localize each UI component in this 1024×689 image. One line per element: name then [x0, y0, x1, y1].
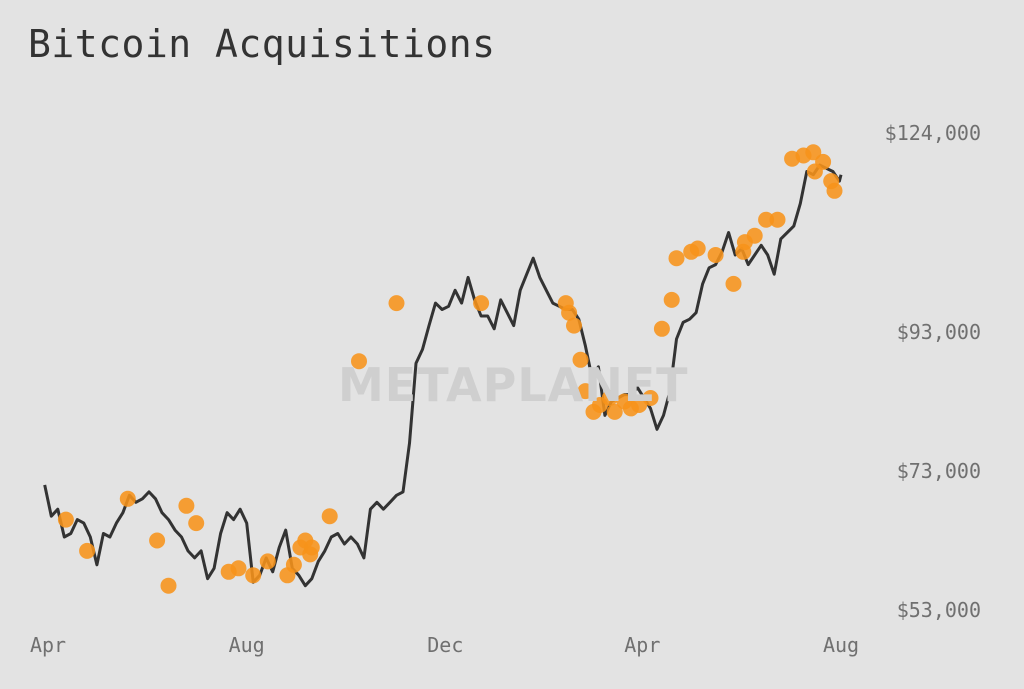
acquisition-marker[interactable] [259, 553, 276, 570]
acquisition-marker[interactable] [388, 295, 405, 312]
acquisition-marker[interactable] [601, 390, 618, 406]
acquisition-marker[interactable] [245, 567, 262, 584]
acquisition-marker[interactable] [805, 144, 822, 161]
acquisition-marker[interactable] [758, 211, 775, 228]
acquisition-marker[interactable] [642, 390, 659, 406]
acquisition-marker[interactable] [321, 508, 338, 525]
x-tick-label: Apr [624, 633, 660, 657]
acquisition-marker[interactable] [707, 247, 724, 263]
acquisition-marker[interactable] [566, 317, 582, 334]
y-tick-label: $124,000 [885, 121, 981, 145]
y-axis-tick-labels: $53,000 $73,000 $93,000 $124,000 [885, 121, 981, 622]
acquisition-marker[interactable] [473, 295, 490, 312]
acquisition-marker[interactable] [188, 515, 205, 532]
acquisition-marker[interactable] [79, 542, 96, 559]
acquisition-marker[interactable] [668, 250, 685, 267]
acquisition-marker[interactable] [746, 227, 763, 244]
x-tick-label: Dec [427, 633, 463, 657]
acquisition-marker[interactable] [351, 353, 367, 370]
acquisition-marker[interactable] [689, 240, 706, 257]
y-tick-label: $73,000 [897, 459, 981, 483]
acquisition-marker[interactable] [230, 560, 247, 577]
x-tick-label: Aug [229, 633, 265, 657]
acquisition-marker[interactable] [815, 153, 832, 170]
acquisition-marker[interactable] [178, 497, 195, 514]
acquisition-marker[interactable] [119, 490, 136, 507]
acquisition-marker[interactable] [826, 182, 843, 199]
acquisition-marker[interactable] [606, 403, 623, 420]
acquisition-marker[interactable] [725, 275, 742, 292]
chart-title: Bitcoin Acquisitions [28, 22, 496, 66]
acquisition-marker[interactable] [577, 383, 594, 400]
acquisition-marker[interactable] [572, 351, 589, 368]
x-tick-label: Apr [30, 633, 66, 657]
acquisition-marker[interactable] [149, 532, 166, 549]
x-axis-tick-labels: Apr Aug Dec Apr Aug [30, 633, 859, 657]
metaplanet-watermark-logo: METAPLANET [338, 358, 689, 412]
acquisition-marker[interactable] [653, 320, 670, 337]
acquisition-marker[interactable] [160, 577, 177, 594]
acquisition-marker[interactable] [57, 511, 74, 528]
price-line [43, 163, 843, 588]
y-tick-label: $53,000 [897, 598, 981, 622]
x-tick-label: Aug [823, 633, 859, 657]
acquisition-marker[interactable] [663, 291, 680, 308]
y-tick-label: $93,000 [897, 320, 981, 344]
plot-area [43, 144, 843, 594]
acquisition-marker[interactable] [769, 211, 786, 228]
acquisition-marker[interactable] [285, 556, 302, 573]
acquisition-marker[interactable] [561, 304, 578, 321]
acquisition-marker[interactable] [303, 539, 320, 556]
